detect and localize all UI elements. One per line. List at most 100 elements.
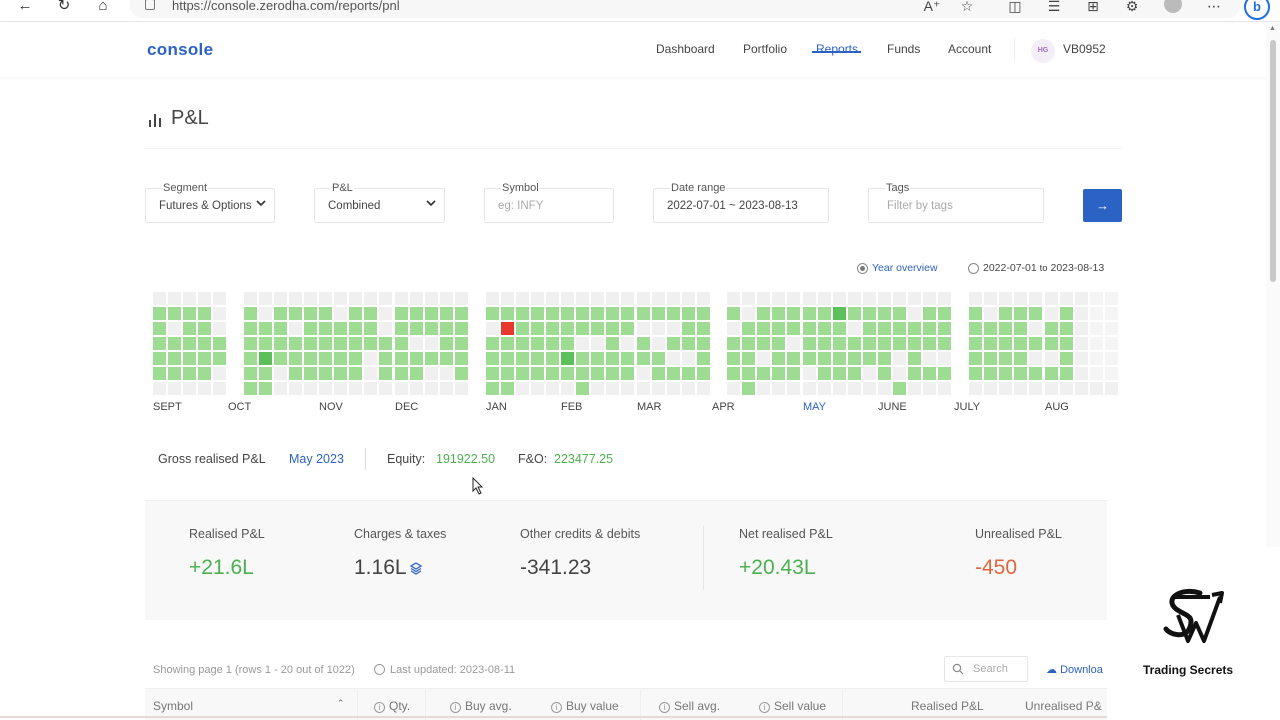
heatmap-day-cell[interactable]: [259, 307, 272, 320]
more-icon[interactable]: ⋯: [1207, 0, 1221, 14]
back-icon[interactable]: ←: [17, 0, 33, 14]
heatmap-day-cell[interactable]: [969, 292, 982, 305]
heatmap-day-cell[interactable]: [1029, 367, 1042, 380]
heatmap-day-cell[interactable]: [455, 337, 468, 350]
heatmap-day-cell[interactable]: [259, 367, 272, 380]
heatmap-day-cell[interactable]: [486, 292, 499, 305]
heatmap-day-cell[interactable]: [153, 367, 166, 380]
heatmap-day-cell[interactable]: [364, 352, 377, 365]
heatmap-day-cell[interactable]: [923, 307, 936, 320]
heatmap-day-cell[interactable]: [1075, 307, 1088, 320]
heatmap-day-cell[interactable]: [984, 352, 997, 365]
heatmap-day-cell[interactable]: [168, 337, 181, 350]
heatmap-day-cell[interactable]: [682, 367, 695, 380]
heatmap-day-cell[interactable]: [440, 367, 453, 380]
heatmap-day-cell[interactable]: [486, 322, 499, 335]
heatmap-day-cell[interactable]: [833, 337, 846, 350]
heatmap-day-cell[interactable]: [183, 352, 196, 365]
heatmap-day-cell[interactable]: [1029, 322, 1042, 335]
heatmap-day-cell[interactable]: [244, 337, 257, 350]
menu-reports[interactable]: Reports: [816, 42, 859, 56]
heatmap-day-cell[interactable]: [787, 352, 800, 365]
heatmap-day-cell[interactable]: [757, 292, 770, 305]
heatmap-day-cell[interactable]: [319, 292, 332, 305]
heatmap-day-cell[interactable]: [213, 337, 226, 350]
heatmap-day-cell[interactable]: [1014, 292, 1027, 305]
heatmap-day-cell[interactable]: [863, 292, 876, 305]
heatmap-day-cell[interactable]: [153, 337, 166, 350]
heatmap-day-cell[interactable]: [379, 322, 392, 335]
heatmap-day-cell[interactable]: [863, 307, 876, 320]
heatmap-day-cell[interactable]: [1060, 352, 1073, 365]
heatmap-day-cell[interactable]: [667, 292, 680, 305]
heatmap-day-cell[interactable]: [501, 337, 514, 350]
heatmap-day-cell[interactable]: [364, 307, 377, 320]
heatmap-day-cell[interactable]: [259, 352, 272, 365]
heatmap-day-cell[interactable]: [561, 322, 574, 335]
profile-icon[interactable]: [1164, 0, 1182, 13]
heatmap-day-cell[interactable]: [621, 382, 634, 395]
heatmap-day-cell[interactable]: [757, 367, 770, 380]
heatmap-day-cell[interactable]: [969, 337, 982, 350]
heatmap-day-cell[interactable]: [1045, 352, 1058, 365]
heatmap-day-cell[interactable]: [289, 382, 302, 395]
heatmap-day-cell[interactable]: [984, 337, 997, 350]
heatmap-day-cell[interactable]: [818, 337, 831, 350]
heatmap-day-cell[interactable]: [1090, 292, 1103, 305]
heatmap-day-cell[interactable]: [682, 352, 695, 365]
heatmap-day-cell[interactable]: [833, 367, 846, 380]
heatmap-day-cell[interactable]: [213, 322, 226, 335]
heatmap-day-cell[interactable]: [1029, 292, 1042, 305]
heatmap-day-cell[interactable]: [652, 382, 665, 395]
heatmap-day-cell[interactable]: [561, 382, 574, 395]
heatmap-day-cell[interactable]: [440, 337, 453, 350]
heatmap-day-cell[interactable]: [878, 382, 891, 395]
heatmap-day-cell[interactable]: [984, 292, 997, 305]
heatmap-day-cell[interactable]: [1090, 322, 1103, 335]
heatmap-day-cell[interactable]: [969, 382, 982, 395]
heatmap-day-cell[interactable]: [455, 382, 468, 395]
heatmap-day-cell[interactable]: [319, 352, 332, 365]
heatmap-day-cell[interactable]: [652, 307, 665, 320]
heatmap-day-cell[interactable]: [742, 352, 755, 365]
heatmap-day-cell[interactable]: [274, 337, 287, 350]
heatmap-day-cell[interactable]: [1090, 367, 1103, 380]
heatmap-day-cell[interactable]: [697, 292, 710, 305]
heatmap-day-cell[interactable]: [863, 337, 876, 350]
heatmap-day-cell[interactable]: [561, 307, 574, 320]
heatmap-day-cell[interactable]: [455, 367, 468, 380]
heatmap-day-cell[interactable]: [1060, 322, 1073, 335]
heatmap-day-cell[interactable]: [183, 367, 196, 380]
heatmap-day-cell[interactable]: [652, 337, 665, 350]
heatmap-day-cell[interactable]: [349, 382, 362, 395]
heatmap-day-cell[interactable]: [1105, 322, 1118, 335]
heatmap-day-cell[interactable]: [395, 382, 408, 395]
heatmap-day-cell[interactable]: [334, 382, 347, 395]
heatmap-day-cell[interactable]: [818, 322, 831, 335]
scroll-up-icon[interactable]: ▲: [1269, 25, 1276, 32]
submit-button[interactable]: →: [1083, 189, 1122, 222]
heatmap-day-cell[interactable]: [1105, 367, 1118, 380]
heatmap-day-cell[interactable]: [455, 307, 468, 320]
heatmap-day-cell[interactable]: [334, 352, 347, 365]
heatmap-day-cell[interactable]: [259, 382, 272, 395]
heatmap-day-cell[interactable]: [591, 337, 604, 350]
heatmap-day-cell[interactable]: [637, 367, 650, 380]
heatmap-day-cell[interactable]: [274, 382, 287, 395]
heatmap-day-cell[interactable]: [772, 307, 785, 320]
heatmap-day-cell[interactable]: [349, 307, 362, 320]
heatmap-day-cell[interactable]: [516, 382, 529, 395]
scrollbar[interactable]: [1266, 23, 1280, 720]
heatmap-day-cell[interactable]: [198, 352, 211, 365]
heatmap-day-cell[interactable]: [1014, 367, 1027, 380]
heatmap-day-cell[interactable]: [1105, 292, 1118, 305]
heatmap-day-cell[interactable]: [198, 307, 211, 320]
heatmap-day-cell[interactable]: [576, 337, 589, 350]
heatmap-day-cell[interactable]: [304, 337, 317, 350]
favorites-list-icon[interactable]: ☰: [1047, 0, 1061, 14]
read-aloud-icon[interactable]: A⁺: [923, 0, 941, 14]
heatmap-day-cell[interactable]: [908, 382, 921, 395]
heatmap-day-cell[interactable]: [1029, 307, 1042, 320]
heatmap-day-cell[interactable]: [304, 322, 317, 335]
heatmap-day-cell[interactable]: [908, 337, 921, 350]
